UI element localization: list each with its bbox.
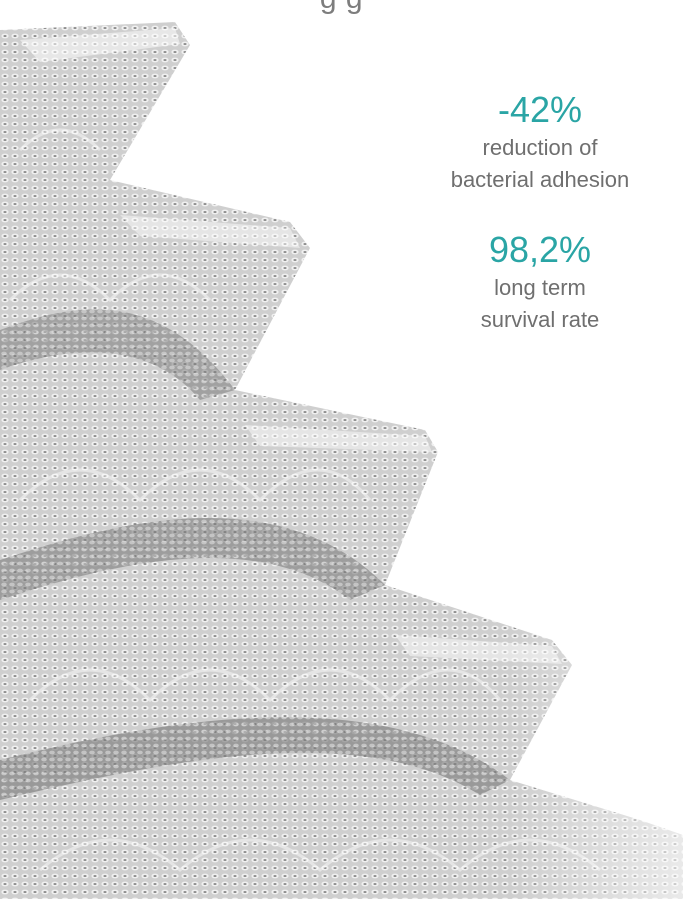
stat-survival-rate: 98,2% long term survival rate	[410, 228, 670, 336]
stat-value: 98,2%	[488, 229, 592, 270]
stat-label-line: long term	[494, 275, 586, 300]
stat-label-line: bacterial adhesion	[450, 167, 630, 192]
stat-label-line: reduction of	[482, 135, 598, 160]
stat-bacterial-adhesion: -42% reduction of bacterial adhesion	[410, 88, 670, 196]
stat-value: -42%	[497, 89, 583, 130]
stats-panel: -42% reduction of bacterial adhesion 98,…	[410, 88, 670, 368]
stat-label-line: survival rate	[480, 307, 600, 332]
